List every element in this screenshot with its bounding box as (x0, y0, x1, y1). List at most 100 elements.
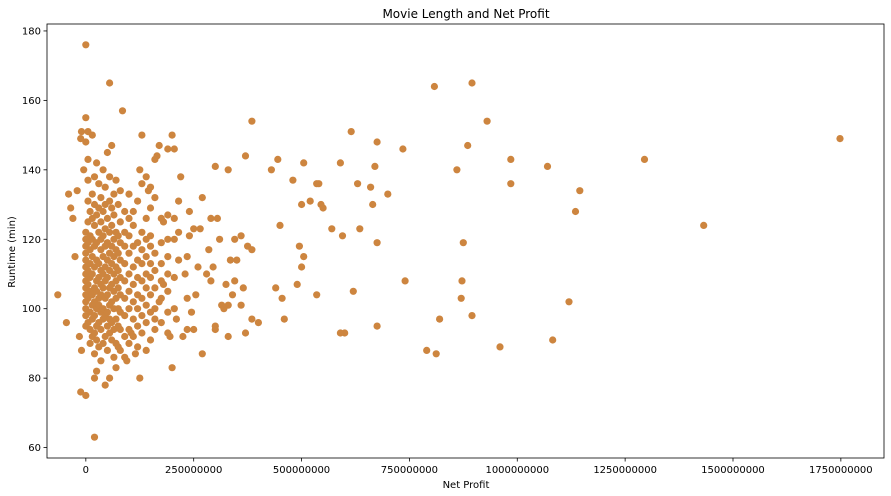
data-point (198, 194, 206, 202)
x-tick-label: 0 (83, 465, 89, 476)
data-point (142, 284, 150, 292)
data-point (224, 166, 232, 174)
data-point (121, 242, 129, 250)
data-point (507, 180, 515, 188)
data-point (198, 350, 206, 358)
data-point (399, 145, 407, 153)
data-point (103, 346, 111, 354)
data-point (69, 214, 77, 222)
data-point (241, 329, 250, 337)
data-point (216, 235, 224, 243)
data-point (373, 138, 381, 146)
data-point (185, 232, 193, 240)
x-tick-label: 750000000 (381, 465, 438, 476)
data-point (73, 187, 81, 195)
data-point (432, 350, 440, 358)
data-point (211, 322, 219, 330)
data-point (106, 228, 114, 236)
data-point (211, 162, 219, 170)
data-point (138, 329, 146, 337)
data-point (300, 159, 308, 167)
data-point (430, 82, 438, 91)
data-point (121, 260, 129, 268)
data-point (125, 249, 133, 257)
data-point (267, 166, 275, 174)
data-point (168, 131, 176, 139)
data-point (103, 308, 111, 316)
data-point (175, 197, 183, 205)
data-point (99, 166, 107, 174)
data-point (507, 155, 515, 163)
data-point (179, 332, 187, 341)
data-point (138, 180, 146, 188)
data-point (67, 204, 75, 212)
data-point (88, 270, 96, 278)
data-point (138, 260, 146, 268)
data-point (233, 256, 241, 264)
data-point (196, 225, 204, 233)
data-point (114, 266, 122, 275)
data-point (125, 287, 133, 295)
y-tick-label: 100 (22, 304, 41, 315)
data-point (280, 315, 288, 323)
data-point (138, 228, 146, 236)
data-point (142, 214, 150, 222)
data-point (82, 41, 90, 49)
data-point (306, 197, 314, 205)
data-point (468, 79, 476, 87)
data-point (146, 291, 155, 299)
data-point (151, 305, 159, 313)
data-point (231, 277, 239, 285)
data-point (125, 232, 133, 240)
data-point (151, 325, 159, 334)
y-tick-label: 140 (22, 165, 41, 176)
data-point (175, 228, 183, 236)
data-point (170, 235, 178, 243)
data-point (106, 374, 114, 382)
data-point (95, 260, 103, 268)
data-point (103, 291, 111, 299)
data-point (82, 138, 90, 146)
data-point (369, 200, 377, 209)
data-point (116, 218, 124, 226)
data-point (207, 277, 215, 285)
data-point (226, 256, 234, 264)
data-point (571, 207, 580, 216)
data-point (289, 176, 297, 184)
data-point (142, 346, 150, 354)
data-point (116, 187, 124, 195)
data-point (237, 232, 245, 240)
data-point (157, 294, 165, 302)
data-point (170, 273, 178, 282)
data-point (164, 308, 172, 316)
y-tick-label: 160 (22, 96, 41, 107)
data-point (142, 319, 150, 327)
data-point (84, 155, 92, 163)
data-point (228, 291, 237, 299)
data-point (112, 315, 120, 323)
data-point (142, 253, 150, 261)
data-point (336, 329, 344, 337)
data-point (640, 155, 649, 163)
data-point (114, 232, 122, 240)
data-point (237, 301, 245, 309)
data-point (114, 284, 122, 292)
x-tick-label: 1500000000 (701, 465, 765, 476)
data-point (336, 159, 344, 167)
data-point (90, 374, 99, 382)
data-point (168, 364, 176, 372)
data-point (129, 221, 137, 229)
data-point (136, 166, 144, 174)
data-point (125, 270, 133, 278)
data-point (82, 391, 90, 400)
y-tick-label: 60 (28, 443, 41, 454)
data-point (313, 291, 321, 299)
data-point (65, 190, 73, 198)
data-point (146, 232, 155, 240)
data-point (175, 256, 183, 264)
data-point (88, 131, 96, 139)
data-point (172, 315, 180, 323)
data-point (114, 343, 122, 351)
data-point (272, 284, 280, 292)
